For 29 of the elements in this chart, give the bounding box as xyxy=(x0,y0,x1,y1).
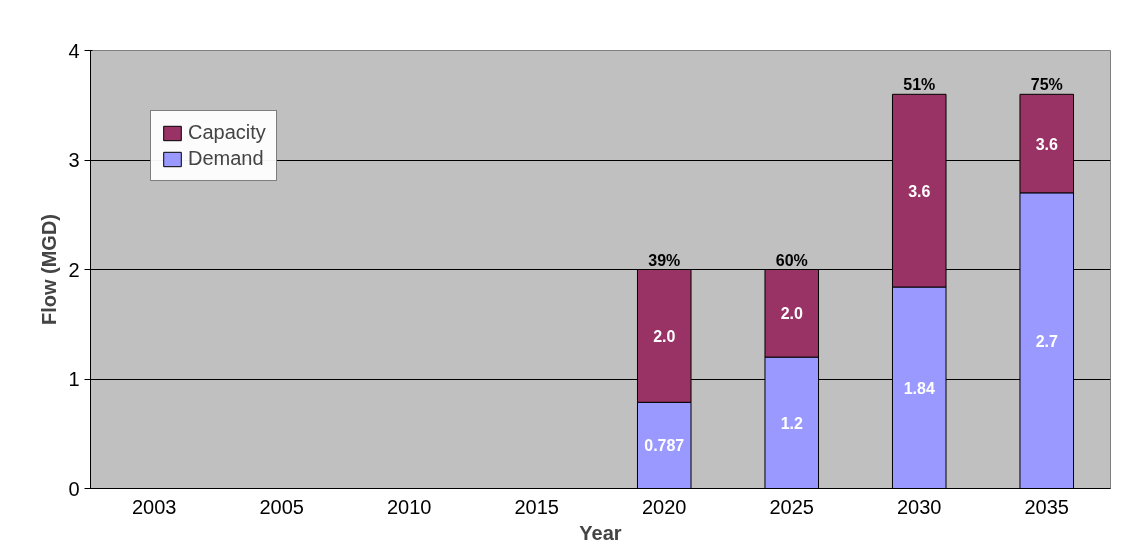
annotation: 51% xyxy=(903,76,936,94)
annotation: 60% xyxy=(775,251,808,269)
x-tick-label: 2003 xyxy=(132,495,177,518)
total-label: 3.6 xyxy=(908,182,931,200)
total-label: 2.0 xyxy=(653,327,676,345)
y-tick-label: 0 xyxy=(68,477,80,500)
data-label: 1.2 xyxy=(780,414,803,432)
x-axis-title: Year xyxy=(579,521,622,544)
y-tick-label: 1 xyxy=(68,368,80,390)
data-label: 0.787 xyxy=(644,437,685,455)
data-label: 1.84 xyxy=(903,379,935,397)
x-tick-label: 2020 xyxy=(642,495,687,518)
annotation: 75% xyxy=(1030,76,1063,94)
x-tick-label: 2030 xyxy=(897,495,942,518)
y-axis-title: Flow (MGD) xyxy=(38,213,61,326)
total-label: 3.6 xyxy=(1035,135,1058,153)
data-label: 2.7 xyxy=(1035,332,1058,350)
x-tick-label: 2010 xyxy=(387,495,432,518)
legend-label: Demand xyxy=(188,147,264,170)
x-tick-label: 2035 xyxy=(1024,495,1069,518)
y-tick-label: 3 xyxy=(68,149,80,171)
y-tick-label: 4 xyxy=(68,39,80,62)
legend-label: Capacity xyxy=(188,121,266,144)
x-tick-label: 2025 xyxy=(769,495,814,518)
total-label: 2.0 xyxy=(780,305,803,323)
x-tick-label: 2005 xyxy=(259,495,304,518)
x-tick-label: 2015 xyxy=(514,495,559,518)
annotation: 39% xyxy=(648,251,681,269)
y-tick-label: 2 xyxy=(68,258,80,281)
